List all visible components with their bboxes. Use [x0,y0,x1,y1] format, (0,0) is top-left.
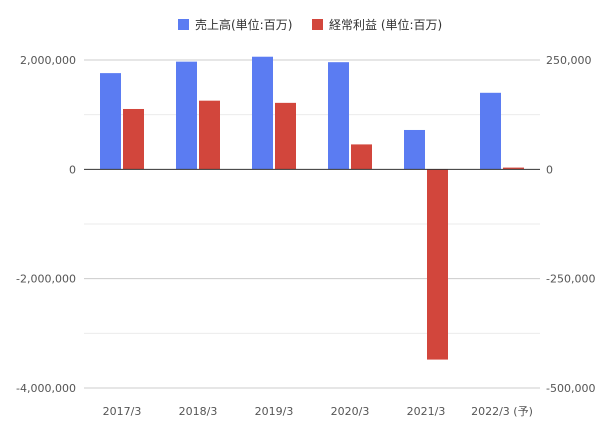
bar-sales [404,129,425,170]
bar-sales [252,56,273,170]
legend-swatch [312,19,323,30]
x-tick-label: 2020/3 [331,405,370,418]
bar-ordinary-profit [427,169,448,360]
right-tick-label: -500,000 [546,382,595,395]
x-tick-label: 2017/3 [103,405,142,418]
right-axis-labels: 250,000 0 -250,000 -500,000 [546,54,595,395]
bar-sales [480,92,501,170]
bar-sales [176,61,197,170]
legend-swatch [178,19,189,30]
bar-ordinary-profit [123,108,144,170]
legend-label: 売上高(単位:百万) [195,17,292,32]
left-tick-label: -4,000,000 [16,382,76,395]
legend-label: 経常利益 (単位:百万) [329,17,442,32]
x-tick-label: 2022/3 (予) [471,405,533,418]
gridlines [84,59,540,389]
bar-sales [328,62,349,170]
legend: 売上高(単位:百万) 経常利益 (単位:百万) [178,17,442,32]
x-tick-label: 2021/3 [407,405,446,418]
bar-ordinary-profit [275,102,296,170]
left-tick-label: 0 [69,163,76,176]
right-tick-label: -250,000 [546,273,595,286]
right-tick-label: 250,000 [546,54,592,67]
x-tick-label: 2018/3 [179,405,218,418]
x-axis-labels: 2017/3 2018/3 2019/3 2020/3 2021/3 2022/3 (予) [103,405,533,418]
left-tick-label: 2,000,000 [20,54,76,67]
bar-sales [100,73,121,170]
right-tick-label: 0 [546,163,553,176]
x-tick-label: 2019/3 [255,405,294,418]
left-tick-label: -2,000,000 [16,273,76,286]
bars [100,56,524,360]
left-axis-labels: 2,000,000 0 -2,000,000 -4,000,000 [16,54,76,395]
bar-ordinary-profit [503,167,524,170]
bar-ordinary-profit [199,100,220,170]
bar-ordinary-profit [351,144,372,170]
